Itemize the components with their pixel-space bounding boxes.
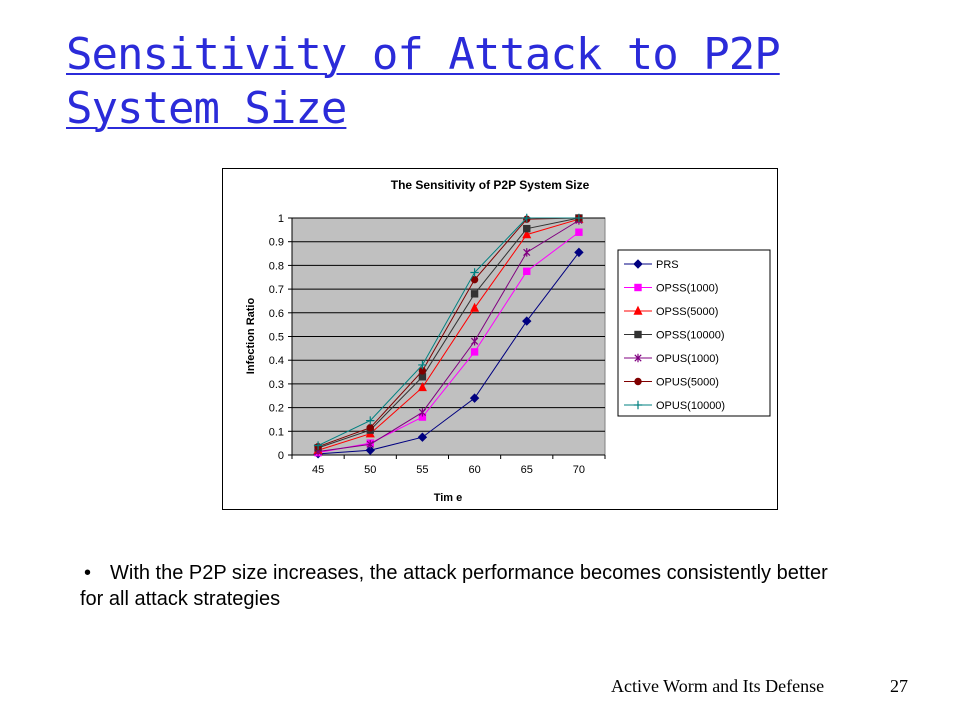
legend-label: PRS xyxy=(656,259,679,271)
legend-label: OPSS(10000) xyxy=(656,330,724,342)
data-point xyxy=(418,408,427,417)
y-tick-label: 0.2 xyxy=(269,403,284,415)
data-point xyxy=(366,424,374,432)
legend-item: OPUS(10000) xyxy=(624,400,725,412)
x-tick-label: 65 xyxy=(521,464,533,476)
data-point xyxy=(575,228,583,236)
data-point xyxy=(574,213,584,223)
data-point xyxy=(470,348,479,356)
data-point xyxy=(522,316,532,326)
y-axis-label: Infection Ratio xyxy=(245,298,257,375)
legend-marker xyxy=(633,400,643,410)
legend-marker xyxy=(634,330,642,339)
series-line xyxy=(317,217,579,448)
data-point xyxy=(469,393,480,403)
x-axis-ticks: 45 50 55 60 65 70 xyxy=(291,218,606,476)
legend-marker xyxy=(633,259,643,269)
legend-item: OPSS(1000) xyxy=(624,283,718,295)
data-point xyxy=(418,360,427,370)
legend-marker xyxy=(634,283,642,292)
legend-marker xyxy=(634,353,642,363)
data-point xyxy=(417,432,428,442)
data-point xyxy=(365,445,375,455)
series-line xyxy=(317,217,579,446)
series-4 xyxy=(314,216,583,456)
data-point xyxy=(470,268,479,277)
x-tick-label: 70 xyxy=(573,464,585,476)
bullet-point: • With the P2P size increases, the attack… xyxy=(80,560,840,612)
series-6 xyxy=(313,213,584,450)
y-tick-label: 1 xyxy=(278,213,284,225)
data-point xyxy=(523,224,531,233)
x-tick-label: 45 xyxy=(312,464,324,476)
data-point xyxy=(522,229,532,239)
footer-title: Active Worm and Its Defense xyxy=(611,676,825,696)
data-point xyxy=(366,440,374,449)
legend-label: OPSS(5000) xyxy=(656,306,718,318)
data-point xyxy=(470,290,479,298)
y-tick-label: 0.4 xyxy=(269,355,284,367)
data-point xyxy=(523,267,531,276)
series-line xyxy=(317,217,580,449)
legend-box xyxy=(617,249,771,417)
legend-item: PRS xyxy=(624,259,679,271)
legend-marker xyxy=(634,377,642,386)
series-line xyxy=(317,231,580,454)
legend-item: OPUS(1000) xyxy=(624,353,719,365)
chart-svg: The Sensitivity of P2P System Size 00.10… xyxy=(222,168,778,510)
legend-label: OPUS(10000) xyxy=(656,400,725,412)
y-axis-ticks: 0 0.1 0.2 0.3 0.4 0.5 0.6 0.7 0.8 0.9 1 xyxy=(269,213,292,462)
y-tick-label: 0.1 xyxy=(269,426,284,438)
legend-item: OPSS(10000) xyxy=(624,330,724,342)
slide-title: Sensitivity of Attack to P2P System Size xyxy=(66,29,781,134)
bullet-symbol: • xyxy=(84,562,92,584)
y-tick-label: 0.9 xyxy=(269,237,284,249)
data-point xyxy=(522,213,531,223)
x-tick-label: 60 xyxy=(468,464,480,476)
series-line xyxy=(317,218,580,451)
legend-label: OPUS(5000) xyxy=(656,377,719,389)
legend: PRS OPSS(1000) OPSS(5000) OPSS(10000) OPUS(1… xyxy=(624,259,725,412)
series-line xyxy=(318,252,580,455)
y-tick-label: 0 xyxy=(278,450,284,462)
bullet-text: With the P2P size increases, the attack … xyxy=(80,562,828,610)
y-tick-label: 0.6 xyxy=(269,308,284,320)
data-point xyxy=(470,302,480,312)
data-point xyxy=(470,337,479,346)
data-point xyxy=(417,382,427,392)
x-tick-label: 55 xyxy=(416,464,428,476)
chart-title: The Sensitivity of P2P System Size xyxy=(391,178,590,192)
data-point xyxy=(313,441,323,450)
data-point xyxy=(574,247,584,258)
y-tick-label: 0.8 xyxy=(269,260,284,272)
data-point xyxy=(366,416,375,425)
gridlines xyxy=(292,217,605,456)
chart: The Sensitivity of P2P System Size 0 0.1 0… xyxy=(222,168,778,510)
y-tick-label: 0.5 xyxy=(269,332,284,344)
series-line xyxy=(318,219,580,452)
legend-item: OPUS(5000) xyxy=(624,377,719,389)
page-number: 27 xyxy=(890,676,908,696)
data-point xyxy=(523,248,531,257)
x-tick-label: 50 xyxy=(364,464,376,476)
legend-label: OPUS(1000) xyxy=(656,353,719,365)
y-tick-label: 0.7 xyxy=(269,284,284,296)
legend-marker xyxy=(633,305,643,315)
x-axis-label: Tim e xyxy=(434,492,463,504)
legend-label: OPSS(1000) xyxy=(656,283,718,295)
legend-item: OPSS(5000) xyxy=(624,305,718,318)
y-tick-label: 0.3 xyxy=(269,379,284,391)
series-group xyxy=(313,213,584,459)
